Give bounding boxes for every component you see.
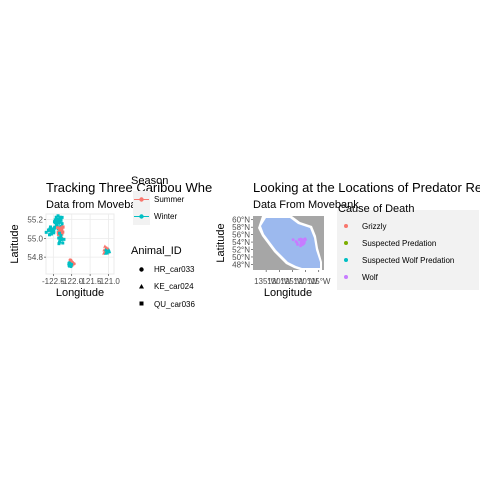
caribou-point-qu: [48, 228, 51, 231]
cause-legend-title: Cause of Death: [338, 203, 414, 215]
caribou-y-tick-label: 55.0: [27, 234, 43, 243]
caribou-y-ticks: 54.8 55.0 55.2: [27, 216, 46, 263]
predator-title: Looking at the Locations of Predator Re: [253, 180, 480, 195]
cause-legend-label-wolf: Wolf: [362, 273, 379, 282]
animal-legend-label-hr: HR_car033: [154, 265, 195, 274]
animal-legend: Animal_ID HR_car033 KE_car024 QU_car036: [131, 245, 195, 309]
caribou-x-ticks: -122.5-122.0-121.5-121.0: [42, 274, 120, 286]
animal-legend-key-circle: [139, 267, 143, 271]
season-legend-key-winter: [133, 208, 150, 225]
predator-point: [299, 243, 302, 246]
predator-point: [299, 238, 302, 241]
caribou-y-tick-label: 54.8: [27, 253, 43, 262]
predator-y-ticks: 48°N50°N52°N54°N56°N58°N60°N: [232, 216, 253, 270]
predator-point: [296, 243, 299, 246]
cause-legend-key-suspected-predation: [344, 241, 348, 245]
cause-legend-key-wolf: [344, 275, 348, 279]
predator-y-tick-label: 60°N: [232, 216, 250, 225]
predator-point: [292, 238, 295, 241]
predator-x-tick-label: 115°W: [307, 277, 331, 286]
caribou-y-tick-label: 55.2: [27, 216, 43, 225]
animal-legend-title: Animal_ID: [131, 245, 182, 257]
animal-legend-label-ke: KE_car024: [154, 282, 194, 291]
season-legend-label-summer: Summer: [154, 195, 185, 204]
caribou-x-axis-label: Longitude: [56, 287, 104, 299]
cause-legend-key-suspected-wolf-predation: [344, 258, 348, 262]
predator-x-axis-label: Longitude: [264, 287, 312, 299]
caribou-point-hr: [68, 264, 71, 267]
season-legend-key-summer: [133, 191, 150, 208]
animal-legend-key-square: [140, 302, 144, 306]
season-legend-label-winter: Winter: [154, 212, 177, 221]
cause-legend-label-suspected-predation: Suspected Predation: [362, 239, 436, 248]
caribou-point-qu: [60, 237, 63, 240]
caribou-y-axis-label: Latitude: [9, 224, 21, 263]
caribou-panel: Tracking Three Caribou Whe Data from Mov…: [9, 175, 212, 309]
animal-legend-key-triangle: [139, 284, 144, 289]
cause-legend: Cause of Death Grizzly Suspected Predati…: [337, 203, 479, 290]
predator-y-axis-label: Latitude: [215, 223, 227, 262]
caribou-title: Tracking Three Caribou Whe: [46, 180, 212, 195]
cause-legend-key-grizzly: [344, 224, 348, 228]
season-legend-title: Season: [131, 175, 168, 187]
animal-legend-label-qu: QU_car036: [154, 300, 195, 309]
predator-panel: Looking at the Locations of Predator Re …: [215, 180, 480, 299]
cause-legend-label-suspected-wolf-predation: Suspected Wolf Predation: [362, 256, 454, 265]
caribou-x-tick-label: -121.0: [97, 277, 120, 286]
caribou-point-qu: [57, 221, 60, 224]
cause-legend-label-grizzly: Grizzly: [362, 222, 386, 231]
